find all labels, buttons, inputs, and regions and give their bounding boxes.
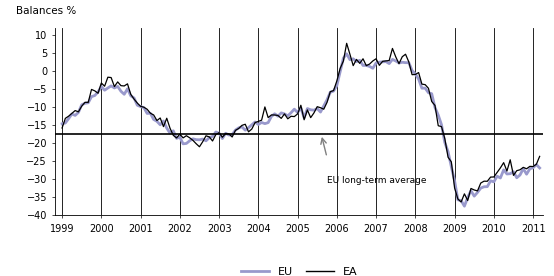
Text: Balances %: Balances %: [17, 6, 76, 16]
Legend: EU, EA: EU, EA: [237, 262, 362, 276]
Text: EU long-term average: EU long-term average: [327, 176, 427, 185]
